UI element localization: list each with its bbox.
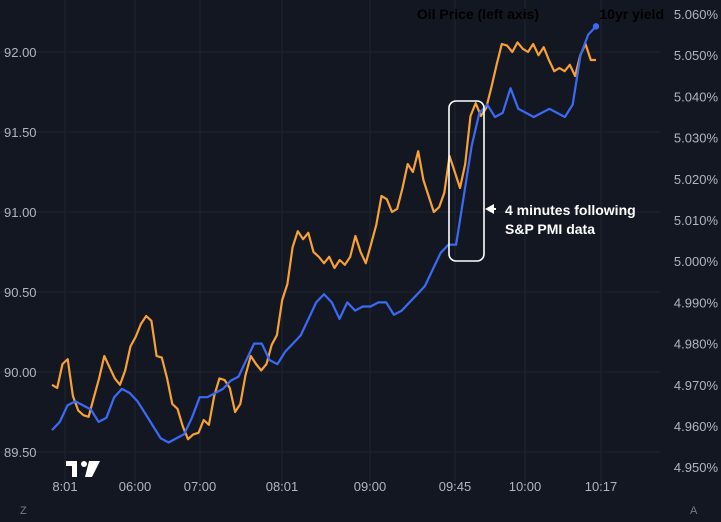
left-tick-label: 90.00 (4, 365, 37, 380)
x-tick-label: 08:01 (266, 479, 299, 494)
annotation-line-2: S&P PMI data (505, 221, 595, 237)
auto-scale-button[interactable]: A (690, 505, 698, 517)
annotation-arrow (485, 204, 496, 214)
x-tick-label: 06:00 (119, 479, 152, 494)
right-tick-label: 5.050% (674, 48, 719, 63)
x-axis-ticks: 8:01 06:00 07:00 08:01 09:00 09:45 10:00 10:17 (52, 479, 617, 494)
left-tick-label: 91.50 (4, 125, 37, 140)
right-tick-label: 4.970% (674, 378, 719, 393)
left-tick-label: 92.00 (4, 45, 37, 60)
right-tick-label: 5.030% (674, 131, 719, 146)
yield-line (51, 25, 597, 444)
right-tick-label: 5.040% (674, 89, 719, 104)
grid-lines (0, 0, 660, 490)
x-tick-label: 8:01 (52, 479, 77, 494)
legend-yield: 10yr yield (599, 6, 664, 22)
right-tick-label: 4.990% (674, 295, 719, 310)
left-axis-ticks: 89.50 90.00 90.50 91.00 91.50 92.00 (4, 45, 37, 460)
oil-price-line (51, 41, 596, 441)
oil-price-series (51, 41, 596, 441)
right-tick-label: 5.000% (674, 254, 719, 269)
right-tick-label: 4.960% (674, 419, 719, 434)
x-tick-label: 10:17 (585, 479, 618, 494)
yield-series (51, 23, 600, 444)
annotation-line-1: 4 minutes following (505, 202, 636, 218)
left-tick-label: 89.50 (4, 445, 37, 460)
right-tick-label: 5.010% (674, 213, 719, 228)
yield-last-point (592, 23, 600, 30)
left-tick-label: 91.00 (4, 205, 37, 220)
left-tick-label: 90.50 (4, 285, 37, 300)
right-tick-label: 4.950% (674, 460, 719, 475)
right-axis-ticks: 4.950% 4.960% 4.970% 4.980% 4.990% 5.000% 5.01… (674, 7, 719, 475)
x-tick-label: 09:45 (439, 479, 472, 494)
x-tick-label: 09:00 (354, 479, 387, 494)
x-tick-label: 07:00 (184, 479, 217, 494)
zoom-button[interactable]: Z (20, 505, 27, 517)
tradingview-logo-icon (66, 461, 100, 477)
right-tick-label: 5.020% (674, 172, 719, 187)
x-tick-label: 10:00 (509, 479, 542, 494)
annotation-box (448, 100, 485, 262)
legend-oil: Oil Price (left axis) (417, 6, 539, 22)
right-tick-label: 5.060% (674, 7, 719, 22)
right-tick-label: 4.980% (674, 337, 719, 352)
